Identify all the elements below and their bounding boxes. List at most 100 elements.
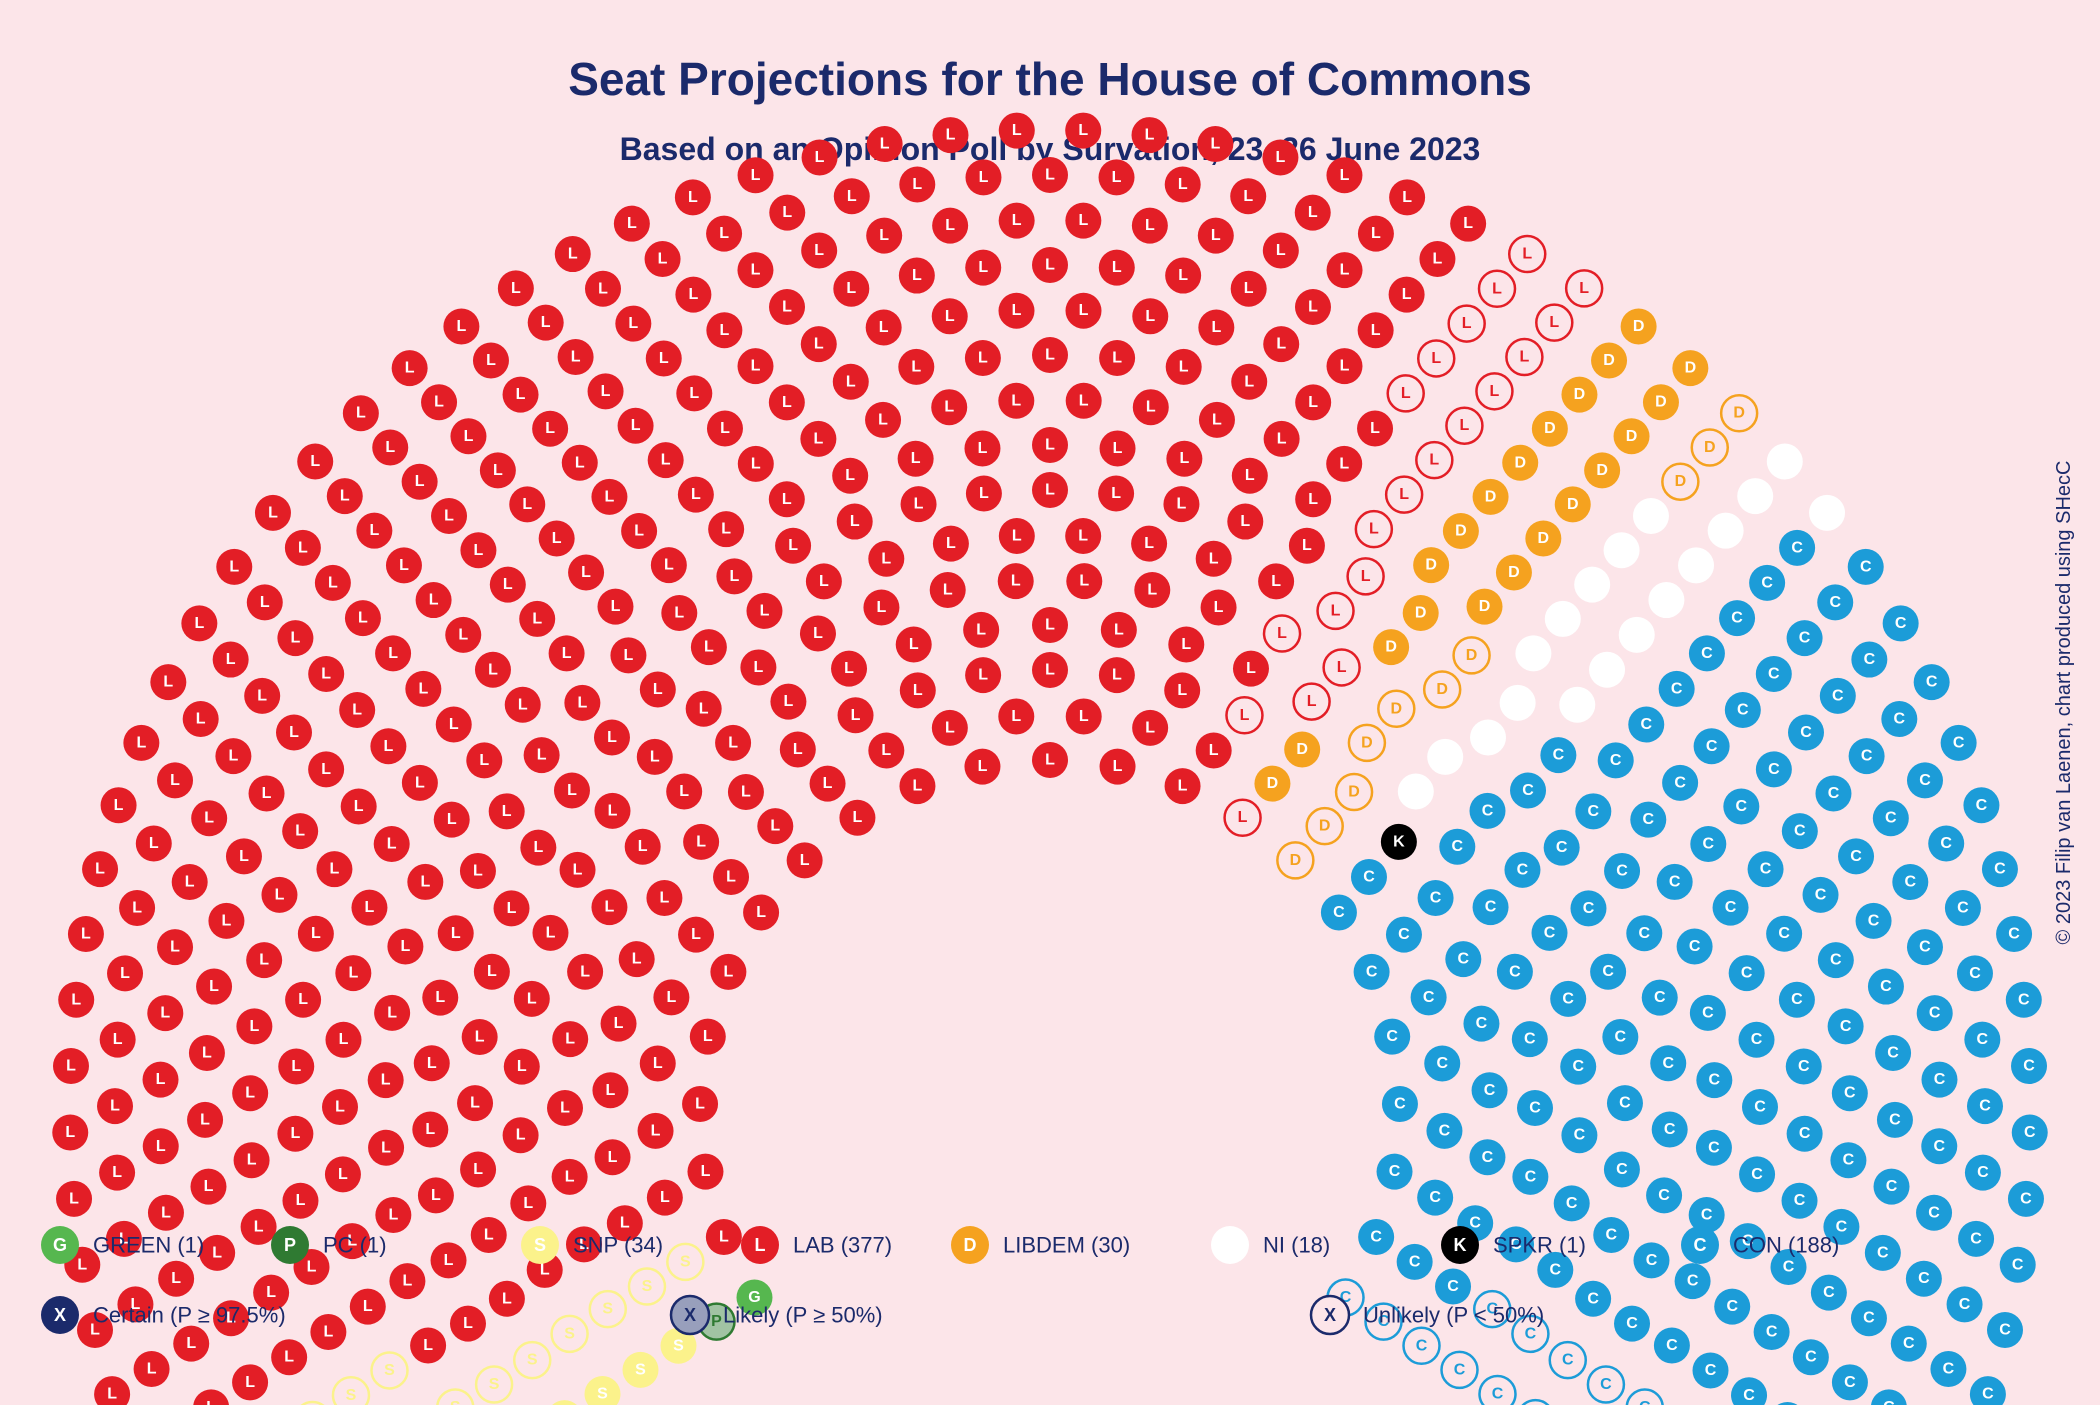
seat-lab — [682, 1086, 718, 1122]
seat-lab — [375, 635, 411, 671]
seat-ni — [1648, 582, 1684, 618]
seat-lab — [172, 864, 208, 900]
seat-lab — [278, 1049, 314, 1085]
seat-libdem — [1373, 629, 1409, 665]
seat-ni — [1515, 635, 1551, 671]
seat-con — [1561, 1117, 1597, 1153]
seat-lab — [431, 1242, 467, 1278]
seat-lab — [597, 589, 633, 625]
seat-lab — [646, 340, 682, 376]
seat-lab — [706, 216, 742, 252]
seat-lab — [562, 445, 598, 481]
seat-con — [1828, 1008, 1864, 1044]
seat-con — [1982, 851, 2018, 887]
seat-con — [1435, 1269, 1471, 1305]
seat-lab — [998, 698, 1034, 734]
seat-lab — [706, 1219, 742, 1255]
prob-swatch-certain — [41, 1296, 79, 1334]
seat-lab — [1165, 258, 1201, 294]
seat-lab — [661, 595, 697, 631]
seat-lab — [965, 159, 1001, 195]
legend-label-libdem: LIBDEM (30) — [1003, 1233, 1130, 1258]
seat-lab — [549, 635, 585, 671]
legend-label-snp: SNP (34) — [573, 1233, 663, 1258]
seat-lab — [1258, 563, 1294, 599]
seat-lab — [675, 277, 711, 313]
legend-label-ni: NI (18) — [1263, 1233, 1330, 1258]
seat-lab — [489, 793, 525, 829]
seat-lab — [490, 567, 526, 603]
seat-lab — [678, 917, 714, 953]
seat-lab — [1134, 572, 1170, 608]
seat-lab — [1263, 232, 1299, 268]
seat-lab — [899, 258, 935, 294]
seat-lab — [181, 605, 217, 641]
seat-lab — [1326, 157, 1362, 193]
seat-lab — [666, 774, 702, 810]
seat-lab — [431, 498, 467, 534]
seat-lab — [1163, 486, 1199, 522]
seat-lab — [637, 739, 673, 775]
seat-con — [1550, 1342, 1586, 1378]
seat-lab — [322, 1089, 358, 1125]
seat-con — [1987, 1312, 2023, 1348]
seat-lab — [769, 195, 805, 231]
seat-ni — [1708, 513, 1744, 549]
seat-lab — [82, 851, 118, 887]
legend-label-lab: LAB (377) — [793, 1233, 892, 1258]
seat-lab — [503, 377, 539, 413]
seat-lab — [480, 452, 516, 488]
seat-lab — [298, 916, 334, 952]
seat-con — [1832, 1075, 1868, 1111]
seat-lab — [716, 558, 752, 594]
seat-lab — [999, 203, 1035, 239]
seat-lab — [1263, 326, 1299, 362]
seat-lab — [462, 1019, 498, 1055]
seat-lab — [769, 289, 805, 325]
seat-lab — [494, 890, 530, 926]
seat-lab — [1358, 216, 1394, 252]
seat-lab — [489, 1281, 525, 1317]
seat-libdem — [1307, 808, 1343, 844]
seat-con — [1354, 954, 1390, 990]
seat-con — [1921, 1062, 1957, 1098]
seat-con — [1696, 1130, 1732, 1166]
seat-ni — [1398, 774, 1434, 810]
seat-con — [1550, 981, 1586, 1017]
seat-lab — [802, 139, 838, 175]
seat-con — [1713, 890, 1749, 926]
seat-lab — [148, 1195, 184, 1231]
seat-con — [1873, 800, 1909, 836]
seat-lab — [1199, 402, 1235, 438]
seat-lab — [552, 1021, 588, 1057]
seat-lab — [510, 1185, 546, 1221]
seat-lab — [343, 395, 379, 431]
seat-con — [1604, 853, 1640, 889]
seat-lab — [932, 710, 968, 746]
seat-lab — [1231, 364, 1267, 400]
seat-ni — [1470, 719, 1506, 755]
seat-lab — [416, 582, 452, 618]
seat-lab — [460, 1151, 496, 1187]
seat-lab — [770, 684, 806, 720]
seat-lab — [1416, 442, 1452, 478]
legend-label-con: CON (188) — [1733, 1233, 1839, 1258]
seat-lab — [528, 305, 564, 341]
seat-lab — [356, 513, 392, 549]
svg-text:© 2023 Filip van Laenen, chart: © 2023 Filip van Laenen, chart produced … — [2053, 461, 2075, 945]
seat-ni — [1500, 685, 1536, 721]
legend-swatch-con — [1681, 1226, 1719, 1264]
seat-lab — [97, 1088, 133, 1124]
seat-lab — [1476, 373, 1512, 409]
seat-lab — [368, 1130, 404, 1166]
seat-con — [1868, 969, 1904, 1005]
seat-libdem — [1413, 547, 1449, 583]
seat-libdem — [1532, 411, 1568, 447]
seat-lab — [831, 651, 867, 687]
legend-label-spkr: SPKR (1) — [1493, 1233, 1586, 1258]
seat-lab — [1536, 305, 1572, 341]
seat-lab — [1348, 558, 1384, 594]
seat-lab — [833, 364, 869, 400]
legend-label-green: GREEN (1) — [93, 1233, 204, 1258]
seat-lab — [932, 117, 968, 153]
